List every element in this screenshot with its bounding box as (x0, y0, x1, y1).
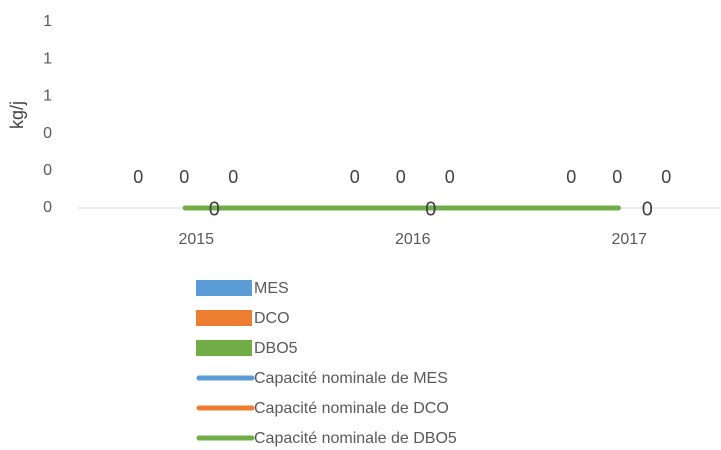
data-label: 0 (133, 167, 143, 187)
data-label: 0 (566, 167, 576, 187)
y-tick-label: 0 (43, 125, 52, 142)
y-axis-title: kg/j (7, 101, 27, 129)
data-label: 0 (209, 198, 220, 220)
data-label: 0 (425, 198, 436, 220)
legend-label: DCO (254, 310, 290, 327)
legend-label: Capacité nominale de DBO5 (254, 430, 457, 447)
data-label: 0 (445, 167, 455, 187)
y-tick-label: 0 (43, 199, 52, 216)
legend-swatch (196, 310, 252, 326)
y-tick-label: 0 (43, 162, 52, 179)
x-tick-label: 2016 (395, 231, 431, 248)
legend-swatch (196, 280, 252, 296)
legend-label: Capacité nominale de DCO (254, 400, 449, 417)
data-label: 0 (179, 167, 189, 187)
y-tick-label: 1 (43, 13, 52, 30)
x-tick-label: 2017 (611, 231, 647, 248)
legend-label: Capacité nominale de MES (254, 370, 448, 387)
y-tick-label: 1 (43, 50, 52, 67)
data-label: 0 (350, 167, 360, 187)
legend-swatch (196, 340, 252, 356)
data-label: 0 (228, 167, 238, 187)
legend-label: DBO5 (254, 340, 298, 357)
data-label: 0 (661, 167, 671, 187)
y-tick-label: 1 (43, 88, 52, 105)
x-tick-label: 2015 (178, 231, 214, 248)
data-label: 0 (396, 167, 406, 187)
legend-label: MES (254, 280, 289, 297)
data-label: 0 (642, 198, 653, 220)
data-label: 0 (612, 167, 622, 187)
